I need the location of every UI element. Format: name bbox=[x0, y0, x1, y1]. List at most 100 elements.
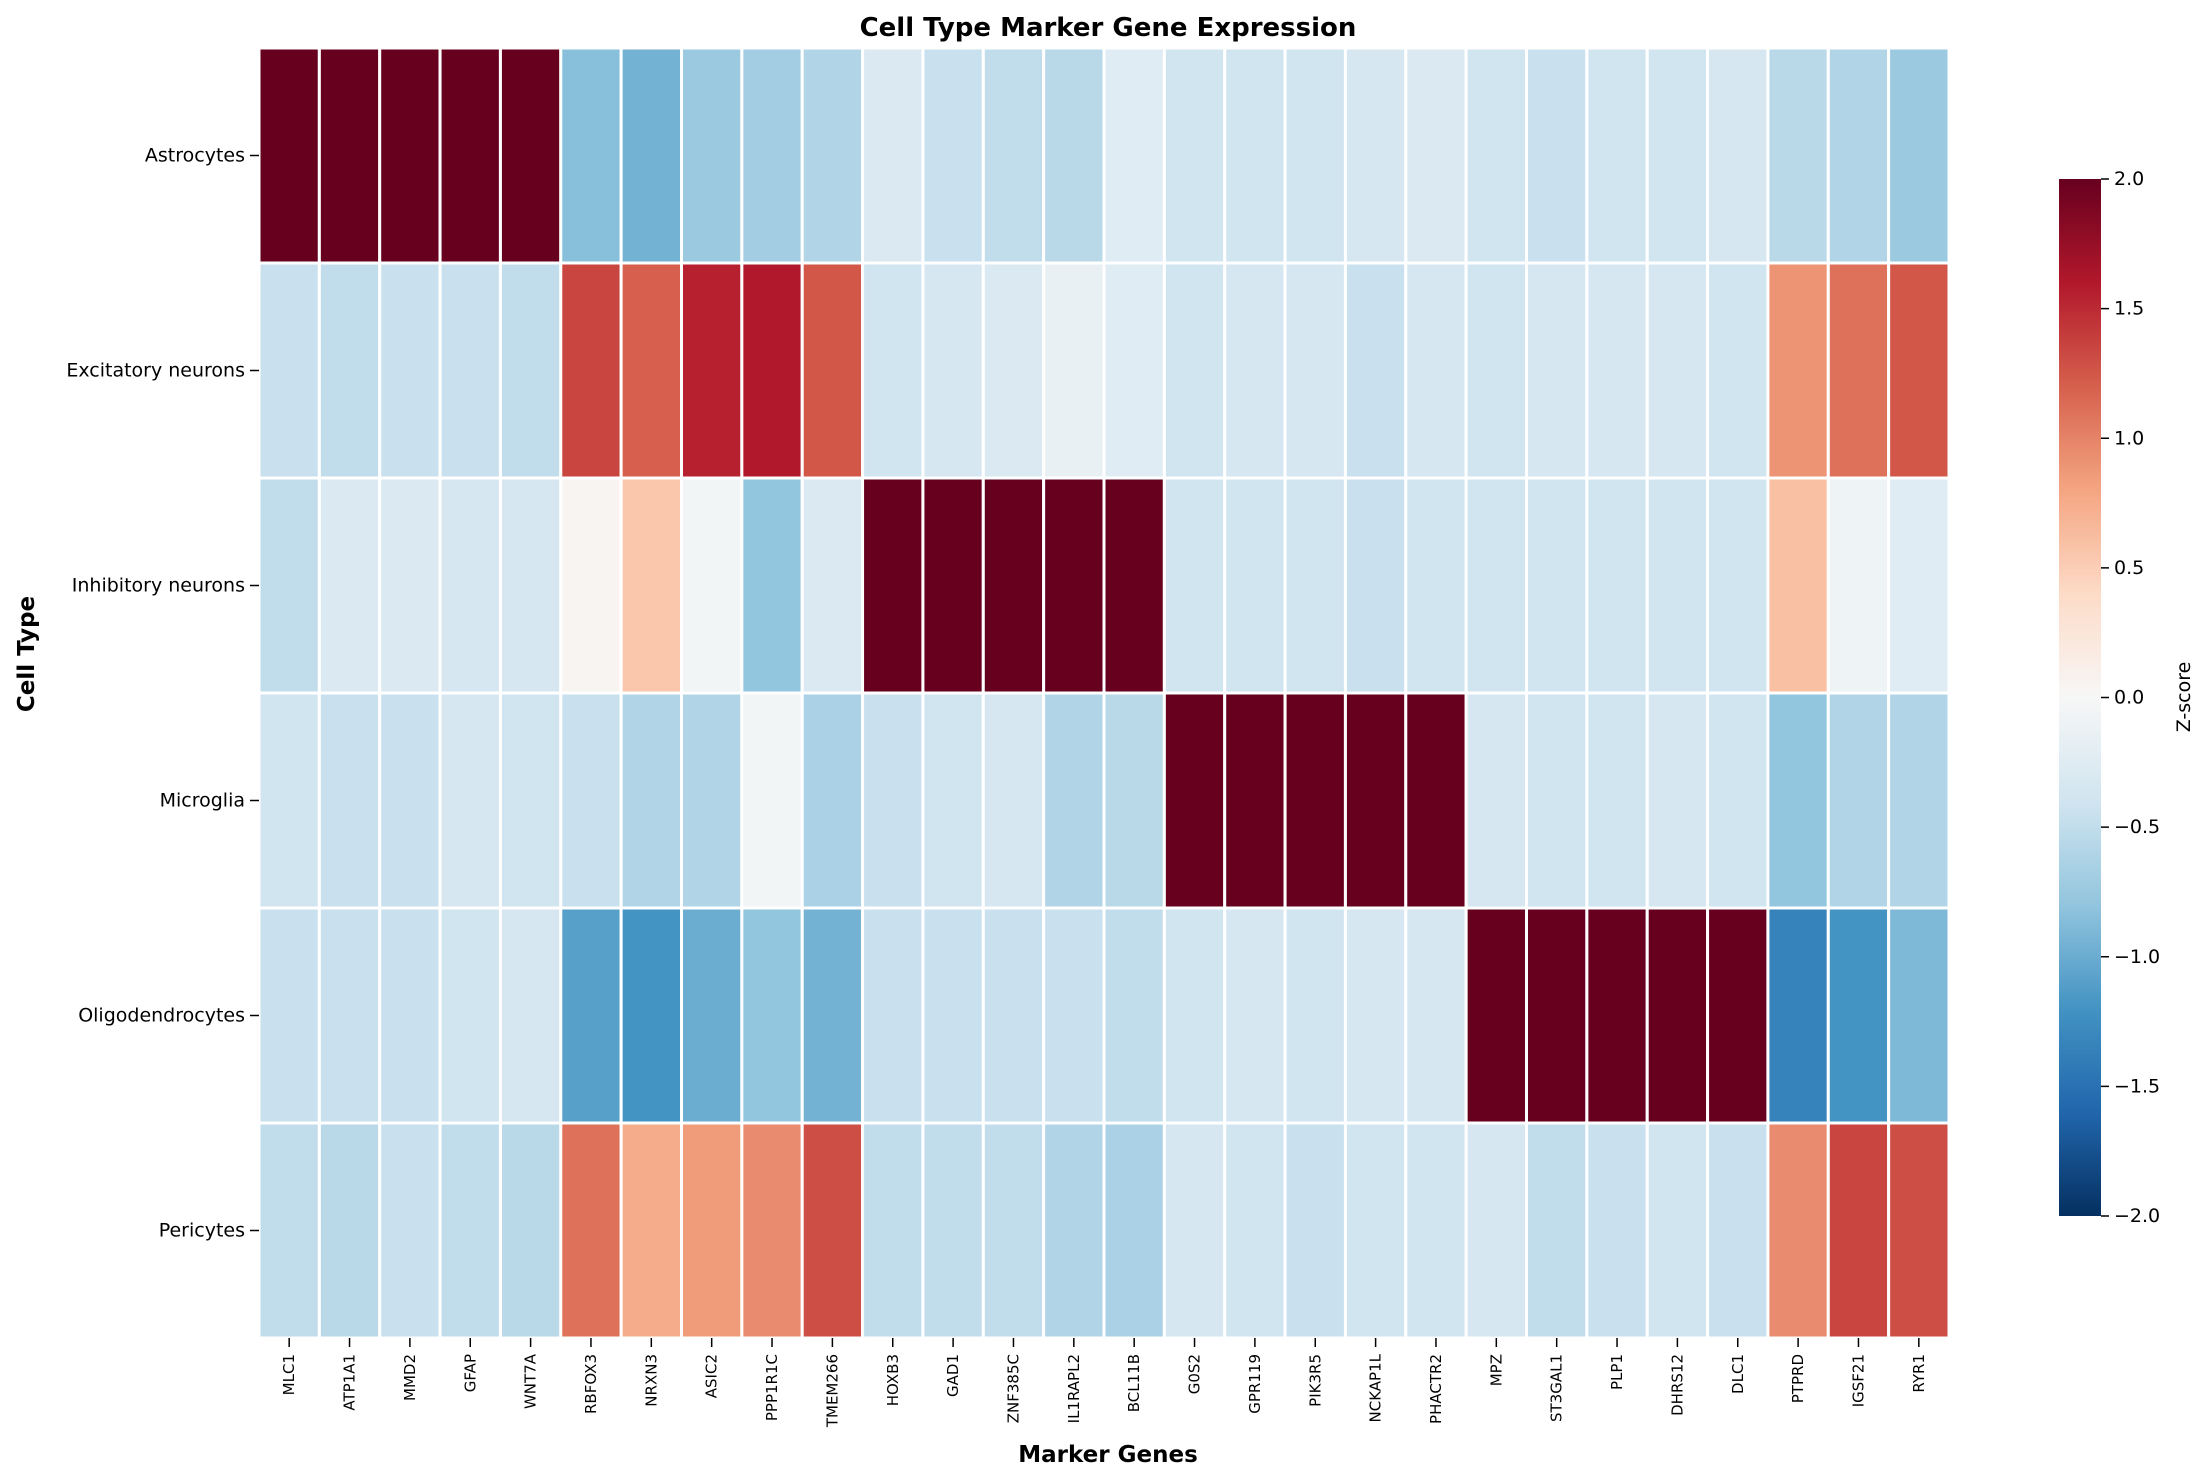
heatmap-cell bbox=[1343, 261, 1408, 480]
heatmap-cell bbox=[1162, 261, 1227, 480]
heatmap-cell bbox=[378, 261, 442, 480]
heatmap-cell bbox=[378, 46, 442, 265]
heatmap-cell bbox=[1102, 261, 1166, 480]
column-tick-label: HOXB3 bbox=[884, 1354, 902, 1406]
heatmap-cell bbox=[861, 261, 925, 480]
column-tick-label: WNT7A bbox=[522, 1353, 540, 1409]
heatmap-cell bbox=[921, 261, 985, 480]
heatmap-cell bbox=[559, 906, 623, 1125]
heatmap-cell bbox=[1525, 906, 1589, 1125]
heatmap-cell bbox=[1404, 46, 1468, 265]
heatmap-cell bbox=[1826, 476, 1891, 695]
heatmap-cell bbox=[1102, 906, 1166, 1125]
colorbar-tick-label: 0.5 bbox=[2114, 557, 2144, 579]
heatmap-cell bbox=[921, 906, 985, 1125]
heatmap-cell bbox=[1283, 1121, 1347, 1340]
column-tick-label: GPR119 bbox=[1246, 1354, 1264, 1414]
heatmap-cell bbox=[1585, 1121, 1649, 1340]
heatmap-cell bbox=[981, 476, 1046, 695]
y-axis-label: Cell Type bbox=[14, 596, 40, 712]
x-axis-label: Marker Genes bbox=[1018, 1442, 1198, 1468]
heatmap-cell bbox=[317, 906, 382, 1125]
colorbar-tick-label: 1.5 bbox=[2114, 298, 2144, 320]
heatmap-cell bbox=[1645, 46, 1710, 265]
heatmap-cell bbox=[1404, 1121, 1468, 1340]
heatmap-cell bbox=[559, 691, 623, 910]
heatmap-cell bbox=[257, 906, 321, 1125]
heatmap-cell bbox=[921, 46, 985, 265]
heatmap-cell bbox=[378, 1121, 442, 1340]
heatmap-cell bbox=[438, 691, 502, 910]
heatmap-cell bbox=[1223, 46, 1287, 265]
heatmap-cell bbox=[1645, 906, 1710, 1125]
heatmap-cell bbox=[317, 1121, 382, 1340]
heatmap-cell bbox=[800, 1121, 865, 1340]
heatmap-cell bbox=[1404, 906, 1468, 1125]
heatmap-cell bbox=[619, 261, 684, 480]
heatmap-cell bbox=[800, 906, 865, 1125]
heatmap-cell bbox=[1343, 476, 1408, 695]
heatmap-cell bbox=[861, 1121, 925, 1340]
heatmap-cell bbox=[1343, 906, 1408, 1125]
heatmap-cell bbox=[740, 261, 804, 480]
column-tick-label: GFAP bbox=[461, 1354, 479, 1392]
heatmap-cell bbox=[619, 476, 684, 695]
column-tick-labels: MLC1 ATP1A1 MMD2 GFAP WNT7A RBFOX3 NRXN3 ASIC2 P… bbox=[280, 1338, 1928, 1428]
heatmap-cell bbox=[1706, 261, 1770, 480]
heatmap-cell bbox=[1283, 906, 1347, 1125]
heatmap-cell bbox=[1042, 261, 1106, 480]
colorbar: 2.0 1.5 1.0 0.5 0.0 −0.5 −1.0 −1.5 −2.0 Z-score bbox=[2059, 168, 2195, 1227]
row-tick-label: Oligodendrocytes bbox=[78, 1005, 245, 1027]
column-tick-label: PHACTR2 bbox=[1427, 1354, 1445, 1424]
heatmap-cell bbox=[1283, 46, 1347, 265]
column-tick-label: GAD1 bbox=[944, 1354, 962, 1397]
heatmap-cell bbox=[1464, 261, 1528, 480]
heatmap-cell bbox=[1102, 691, 1166, 910]
heatmap-cell bbox=[1887, 476, 1951, 695]
column-tick-label: MLC1 bbox=[280, 1354, 298, 1395]
heatmap-cell bbox=[981, 46, 1046, 265]
heatmap-cell bbox=[861, 691, 925, 910]
column-tick-label: G0S2 bbox=[1186, 1354, 1204, 1394]
heatmap-cell bbox=[1464, 691, 1528, 910]
colorbar-ticks: 2.0 1.5 1.0 0.5 0.0 −0.5 −1.0 −1.5 −2.0 bbox=[2101, 168, 2160, 1227]
colorbar-tick-label: 1.0 bbox=[2114, 427, 2144, 449]
column-tick-label: TMEM266 bbox=[823, 1354, 841, 1428]
heatmap-cell bbox=[1343, 691, 1408, 910]
heatmap-cell bbox=[1162, 691, 1227, 910]
colorbar-gradient bbox=[2059, 179, 2101, 1216]
heatmap-cell bbox=[498, 46, 563, 265]
row-tick-label: Excitatory neurons bbox=[66, 360, 245, 382]
heatmap-cell bbox=[1102, 476, 1166, 695]
row-tick-label: Astrocytes bbox=[145, 145, 245, 167]
heatmap-cell bbox=[1042, 476, 1106, 695]
column-tick-label: ATP1A1 bbox=[341, 1354, 359, 1411]
heatmap-cell bbox=[1887, 261, 1951, 480]
heatmap-cell bbox=[1887, 906, 1951, 1125]
heatmap-cell bbox=[1102, 46, 1166, 265]
column-tick-label: NCKAP1L bbox=[1367, 1353, 1385, 1422]
heatmap-cell bbox=[1585, 261, 1649, 480]
heatmap-cell bbox=[1585, 476, 1649, 695]
heatmap-cell bbox=[1162, 476, 1227, 695]
column-tick-label: BCL11B bbox=[1125, 1354, 1143, 1412]
heatmap-cell bbox=[1525, 1121, 1589, 1340]
heatmap-cell bbox=[1826, 691, 1891, 910]
heatmap-cell bbox=[498, 691, 563, 910]
heatmap-cell bbox=[1706, 46, 1770, 265]
heatmap-cell bbox=[619, 906, 684, 1125]
heatmap-cell bbox=[740, 476, 804, 695]
heatmap-cell bbox=[680, 906, 744, 1125]
heatmap-cell bbox=[1162, 1121, 1227, 1340]
heatmap-cell bbox=[1223, 476, 1287, 695]
colorbar-tick-label: 0.0 bbox=[2114, 687, 2144, 709]
heatmap-cell bbox=[1343, 46, 1408, 265]
heatmap-cell bbox=[1826, 1121, 1891, 1340]
heatmap-cell bbox=[317, 46, 382, 265]
heatmap-cell bbox=[559, 1121, 623, 1340]
heatmap-cell bbox=[1464, 476, 1528, 695]
heatmap-cell bbox=[1042, 1121, 1106, 1340]
heatmap-cell bbox=[438, 906, 502, 1125]
heatmap-cell bbox=[1706, 1121, 1770, 1340]
